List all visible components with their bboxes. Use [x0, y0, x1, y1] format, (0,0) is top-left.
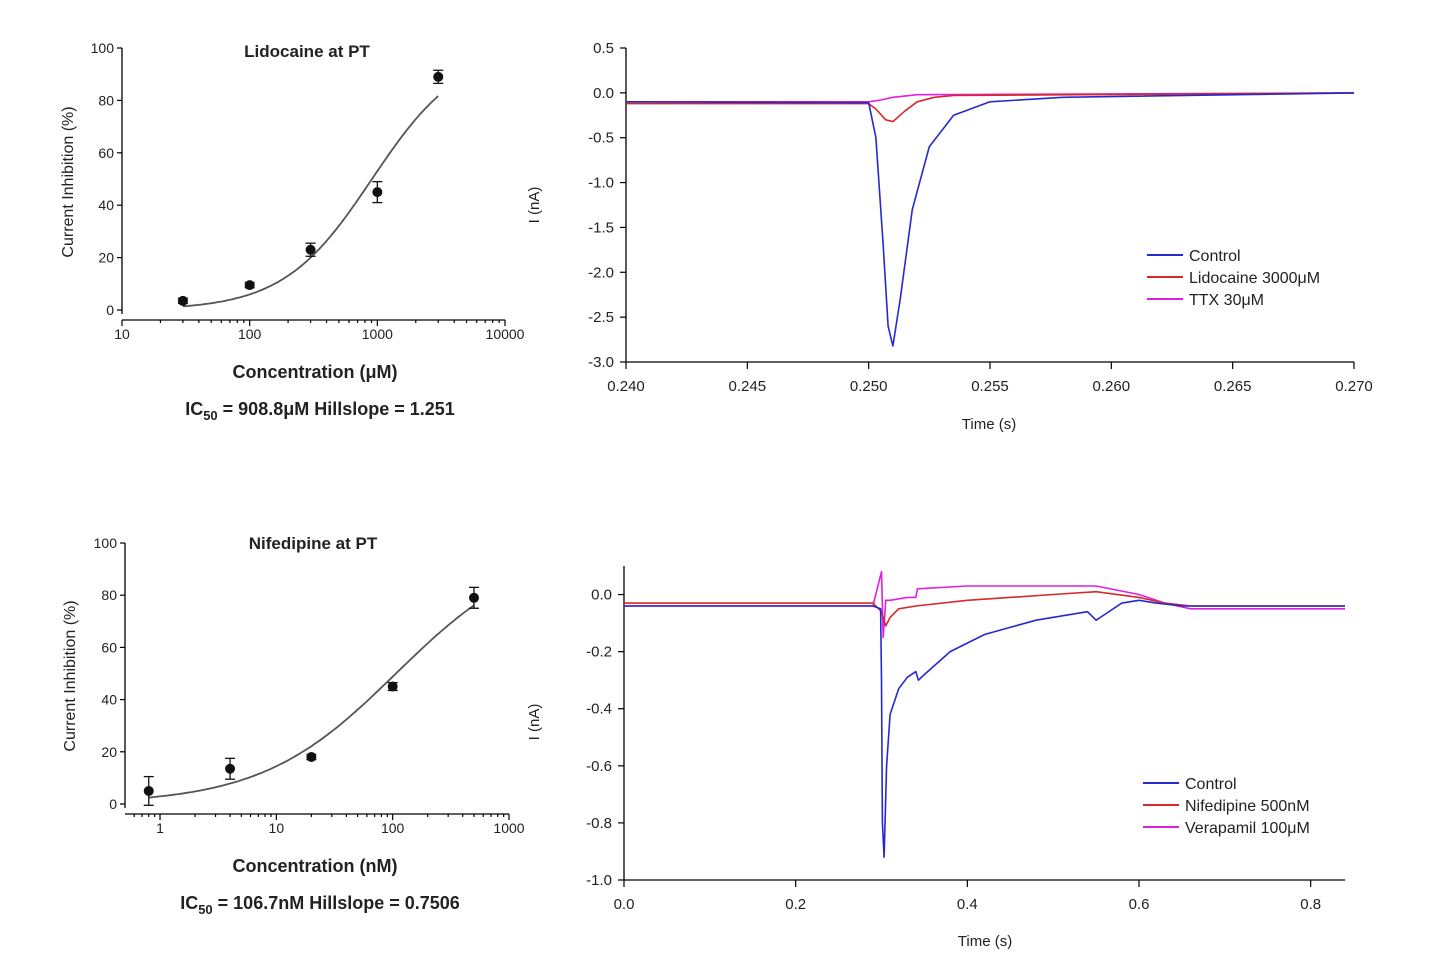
- y-tick-label: 20: [101, 744, 117, 760]
- y-tick-label: -2.5: [588, 309, 614, 326]
- x-axis-label: Concentration (nM): [233, 856, 398, 876]
- y-tick-label: -1.5: [588, 219, 614, 236]
- y-tick-label: -1.0: [588, 175, 614, 192]
- lidocaine-dose-response-chart: Lidocaine at PT Concentration (μM) Curre…: [60, 40, 525, 423]
- y-tick-label: -0.5: [588, 130, 614, 147]
- x-tick-label: 0.4: [957, 896, 978, 913]
- y-tick-label: 40: [98, 197, 114, 213]
- y-tick-label: 60: [101, 639, 117, 655]
- series-line: [626, 92, 1355, 123]
- x-tick-label: 100: [381, 820, 405, 836]
- x-tick-label: 0.250: [850, 378, 888, 395]
- x-tick-label: 0.2: [785, 896, 806, 913]
- lidocaine-current-trace-chart: I (nA) Time (s) 0.5 0.0 -0.5 -1.0 -1.5 -2.0 -2…: [526, 40, 1373, 433]
- chart-title: Lidocaine at PT: [244, 42, 370, 61]
- x-tick-label: 0.270: [1335, 378, 1373, 395]
- x-axis-label: Time (s): [958, 933, 1012, 950]
- data-point: [225, 763, 236, 774]
- y-tick-label: 100: [94, 535, 118, 551]
- ic-subscript: 50: [203, 408, 217, 423]
- y-tick-label: 60: [98, 145, 114, 161]
- x-axis-label: Concentration (μM): [233, 362, 398, 382]
- x-tick-label: 1: [156, 820, 164, 836]
- y-tick-label: 20: [98, 250, 114, 266]
- data-point: [387, 681, 398, 692]
- y-axis-label: I (nA): [526, 704, 543, 741]
- fit-curve: [182, 95, 439, 308]
- ic-subscript: 50: [198, 902, 212, 917]
- y-tick-label: -1.0: [586, 872, 612, 889]
- data-point: [306, 752, 317, 763]
- x-tick-label: 0.260: [1093, 378, 1131, 395]
- x-tick-label: 0.265: [1214, 378, 1252, 395]
- series-line: [624, 570, 1345, 639]
- x-tick-label: 100: [238, 326, 262, 342]
- legend-label: TTX 30μM: [1189, 292, 1264, 309]
- x-tick-label: 0.6: [1129, 896, 1150, 913]
- nifedipine-current-trace-chart: I (nA) Time (s) 0.0-0.2-0.4-0.6-0.8-1.00…: [526, 566, 1345, 950]
- data-point: [143, 785, 154, 796]
- data-point: [244, 280, 255, 291]
- x-tick-label: 0.255: [971, 378, 1009, 395]
- chart-title: Nifedipine at PT: [249, 534, 378, 553]
- data-point: [305, 244, 316, 255]
- y-tick-label: -0.6: [586, 758, 612, 775]
- y-tick-label: 100: [91, 40, 115, 56]
- data-point: [177, 295, 188, 306]
- y-axis-label: Current Inhibition (%): [62, 600, 79, 751]
- legend-label: Verapamil 100μM: [1185, 820, 1310, 837]
- y-axis-label: Current Inhibition (%): [60, 106, 77, 257]
- data-point: [468, 592, 479, 603]
- ic-value: = 106.7nM Hillslope = 0.7506: [213, 893, 460, 913]
- y-tick-label: 0: [106, 302, 114, 318]
- legend-label: Lidocaine 3000μM: [1189, 270, 1320, 287]
- data-point: [433, 71, 444, 82]
- x-tick-label: 10: [114, 326, 130, 342]
- ic-label: IC: [180, 893, 198, 913]
- ic50-annotation: IC50 = 106.7nM Hillslope = 0.7506: [180, 893, 460, 917]
- data-point: [372, 187, 383, 198]
- x-tick-label: 0.0: [614, 896, 635, 913]
- y-tick-label: 0.0: [591, 587, 612, 604]
- x-tick-label: 1000: [493, 820, 524, 836]
- x-tick-label: 0.240: [607, 378, 645, 395]
- ic50-annotation: IC50 = 908.8μM Hillslope = 1.251: [185, 399, 455, 423]
- x-tick-label: 1000: [362, 326, 393, 342]
- legend-label: Nifedipine 500nM: [1185, 798, 1310, 815]
- ic-label: IC: [185, 399, 203, 419]
- fit-curve: [148, 604, 475, 799]
- x-tick-label: 10: [269, 820, 285, 836]
- y-axis-label: I (nA): [526, 187, 543, 224]
- y-tick-label: -0.2: [586, 644, 612, 661]
- x-tick-label: 0.245: [729, 378, 767, 395]
- nifedipine-dose-response-chart: Nifedipine at PT Concentration (nM) Curr…: [62, 534, 525, 917]
- series-line: [624, 599, 1345, 858]
- y-tick-label: -0.4: [586, 701, 612, 718]
- x-tick-label: 10000: [486, 326, 525, 342]
- y-tick-label: 80: [98, 92, 114, 108]
- series-line: [625, 92, 1355, 347]
- legend-label: Control: [1189, 248, 1241, 265]
- y-tick-label: 0.0: [593, 85, 614, 102]
- x-axis-label: Time (s): [962, 416, 1016, 433]
- y-tick-label: -2.0: [588, 264, 614, 281]
- series-line: [624, 590, 1345, 627]
- y-tick-label: 0: [109, 796, 117, 812]
- y-tick-label: -0.8: [586, 815, 612, 832]
- y-tick-label: 40: [101, 692, 117, 708]
- y-tick-label: 0.5: [593, 40, 614, 57]
- ic-value: = 908.8μM Hillslope = 1.251: [218, 399, 455, 419]
- y-tick-label: 80: [101, 587, 117, 603]
- x-tick-label: 0.8: [1300, 896, 1321, 913]
- y-tick-label: -3.0: [588, 354, 614, 371]
- legend-label: Control: [1185, 776, 1237, 793]
